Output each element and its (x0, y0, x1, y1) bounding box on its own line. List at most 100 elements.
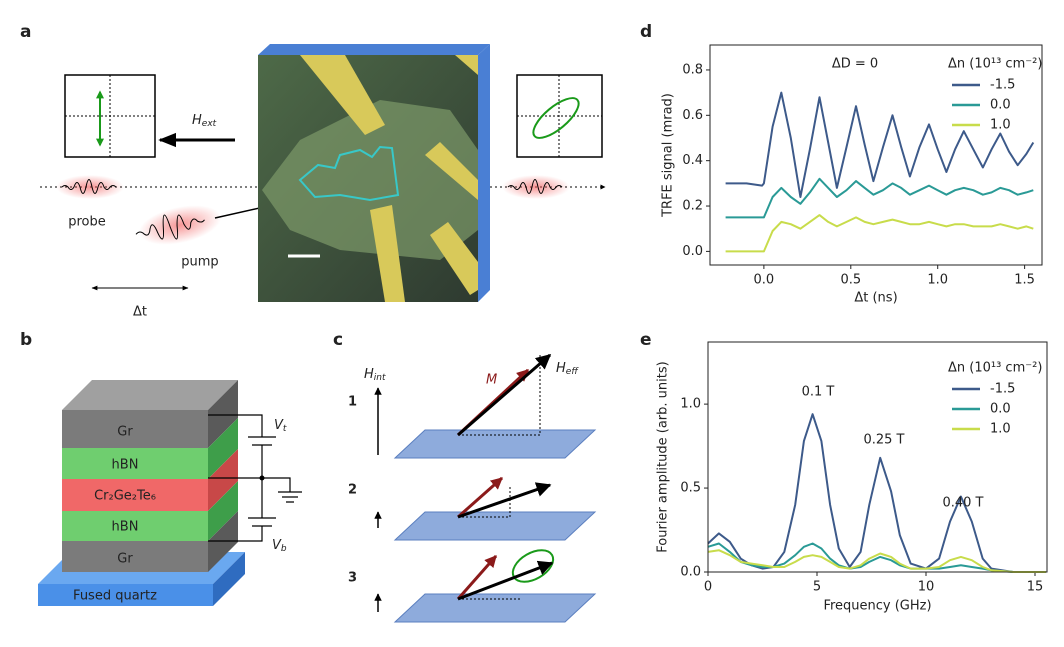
pump-label: pump (181, 255, 218, 270)
layer-side (208, 449, 238, 511)
symbol: H (364, 367, 374, 382)
y-tick-label: 0.2 (682, 199, 703, 214)
subscript: eff (566, 367, 580, 377)
sample-outline (298, 145, 400, 202)
symbol: H (556, 361, 566, 376)
x-tick-label: 0.0 (754, 273, 775, 288)
series-line (707, 413, 1046, 573)
plot-frame (709, 44, 1043, 266)
y-axis-label: TRFE signal (mrad) (661, 93, 676, 218)
panel-label: b (20, 330, 32, 350)
plane (393, 593, 597, 623)
gate-label: Vt (274, 418, 287, 434)
layer-hbn (62, 448, 208, 479)
x-tick-label: 0.5 (840, 273, 861, 288)
probe-pulse (507, 179, 563, 194)
symbol: H (192, 113, 202, 128)
step-label: 3 (348, 571, 357, 586)
electrode (370, 205, 405, 302)
charts: 0.0 0.2 0.4 0.6 0.8 0.0 0.5 1.0 1.5 Δt (ns) TRFE s… (656, 44, 1048, 614)
series-line (725, 91, 1035, 198)
annotation: 0.1 T (802, 385, 835, 400)
probe-pulse (61, 179, 117, 194)
layer-label: Gr (117, 552, 133, 567)
y-tick-label: 0.5 (680, 481, 701, 496)
layer-label: hBN (112, 458, 139, 473)
field-label: Hint (364, 367, 386, 383)
projection (458, 355, 541, 436)
panel-label: d (640, 22, 652, 42)
panel-b: Fused quartz Gr hBN Cr₂Ge₂Te₆ hBN Gr Vt … (38, 380, 302, 606)
legend-title: Δn (10¹³ cm⁻²) (948, 361, 1042, 376)
layer-side (208, 418, 238, 479)
symbol: V (274, 418, 284, 433)
layer-label: Gr (117, 425, 133, 440)
x-tick-label: 0 (704, 580, 712, 595)
legend-label: 1.0 (990, 422, 1011, 437)
panel-label: c (333, 330, 343, 350)
block-top (258, 44, 490, 55)
y-tick-label: 0.0 (680, 565, 701, 580)
subscript: int (374, 373, 386, 383)
layer-label: hBN (112, 520, 139, 535)
legend-label: 0.0 (990, 402, 1011, 417)
x-tick-label: 15 (1027, 580, 1044, 595)
gate-circuit (208, 414, 302, 542)
effective-field-arrow (457, 560, 554, 601)
layer-gr (62, 410, 208, 448)
x-tick-label: 1.0 (927, 273, 948, 288)
legend-label: -1.5 (990, 78, 1015, 93)
layer-gr (62, 541, 208, 572)
field-label: Hext (192, 113, 217, 129)
y-tick-label: 0.0 (682, 244, 703, 259)
y-tick-label: 0.8 (682, 62, 703, 77)
pulse-glow (502, 175, 570, 199)
layer-side (208, 481, 238, 541)
pulse-glow (56, 175, 124, 199)
electrode (455, 55, 478, 75)
legend-title: Δn (10¹³ cm⁻²) (948, 57, 1042, 72)
precession-ellipse (511, 549, 555, 583)
magnetization-arrow (456, 555, 498, 600)
delay-label: Δt (133, 305, 147, 320)
subscript: t (283, 424, 287, 434)
plane (393, 429, 597, 459)
flake (262, 100, 478, 260)
plane (393, 511, 597, 541)
x-axis-label: Frequency (GHz) (823, 599, 931, 614)
x-tick-label: 1.5 (1014, 273, 1035, 288)
annotation: 0.40 T (942, 496, 983, 511)
layer-side (208, 380, 238, 448)
projection (458, 487, 511, 518)
x-tick-label: 10 (918, 580, 935, 595)
substrate-front (38, 584, 213, 606)
legend-label: 0.0 (990, 98, 1011, 113)
substrate-side (213, 552, 245, 606)
y-axis-label: Fourier amplitude (arb. units) (656, 361, 671, 552)
gate-label: Vb (272, 538, 287, 554)
effective-field-arrow (457, 353, 552, 437)
y-tick-label: 0.6 (682, 108, 703, 123)
layer-hbn (62, 511, 208, 541)
electrode (430, 222, 478, 295)
subscript: ext (202, 119, 217, 129)
x-tick-label: 5 (813, 580, 821, 595)
probe-label: probe (68, 215, 106, 230)
layer-cgt (62, 479, 208, 511)
magnetization-label: M (486, 373, 497, 388)
annotation: ΔD = 0 (832, 57, 878, 72)
y-tick-label: 1.0 (680, 397, 701, 412)
electrode (425, 142, 478, 200)
series-line (707, 549, 1046, 573)
legend-label: 1.0 (990, 118, 1011, 133)
pump-pulse (135, 214, 205, 240)
pump-pulse-group (135, 205, 222, 245)
circuit-node (259, 475, 265, 481)
legend-label: -1.5 (990, 382, 1015, 397)
subscript: b (281, 544, 287, 554)
symbol: V (272, 538, 282, 553)
layer-label: Cr₂Ge₂Te₆ (94, 489, 156, 504)
magnetization-arrow (457, 476, 503, 519)
substrate-label: Fused quartz (73, 589, 157, 604)
